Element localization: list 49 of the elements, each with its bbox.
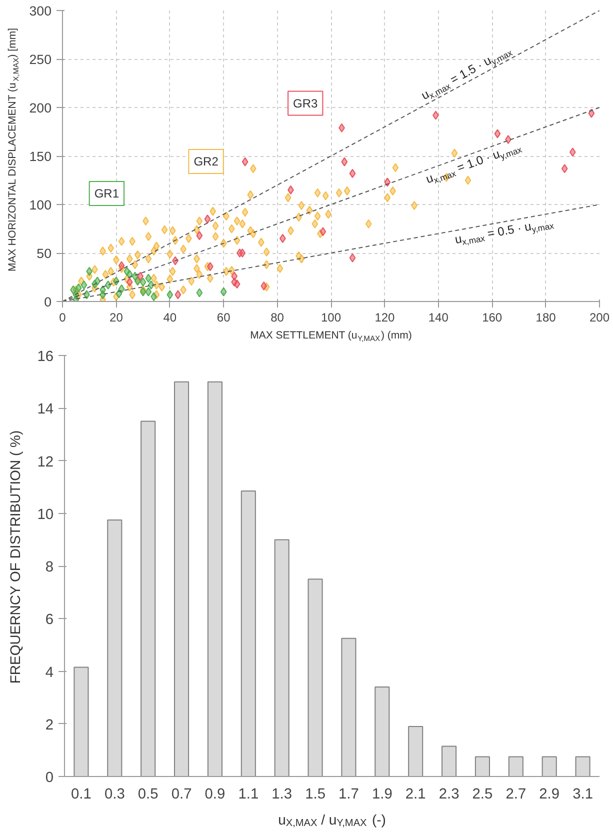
x-tick-label: 1.9 xyxy=(372,786,392,802)
y-tick-label: 0 xyxy=(44,294,52,310)
x-tick-label: 0.9 xyxy=(204,786,226,802)
x-tick-label: 0.5 xyxy=(138,786,158,802)
text: GR1 xyxy=(94,186,120,200)
x-tick-label: 1.3 xyxy=(272,786,292,802)
y-tick-label: 6 xyxy=(45,612,54,628)
x-tick-label: 2.3 xyxy=(438,786,460,802)
x-tick-label: 100 xyxy=(320,310,342,324)
y-tick-label: 8 xyxy=(45,560,54,576)
x-tick-label: 2.7 xyxy=(506,786,526,802)
y-tick-label: 250 xyxy=(29,52,52,67)
y-tick-label: 200 xyxy=(29,100,52,116)
y-tick-label: 50 xyxy=(36,246,52,261)
y-tick-label: 150 xyxy=(29,149,52,164)
y-tick-label: 2 xyxy=(45,717,54,734)
x-tick-label: 2.1 xyxy=(405,786,426,802)
text: GR3 xyxy=(293,96,318,110)
x-tick-label: 2.5 xyxy=(472,786,493,802)
text: GR2 xyxy=(194,154,219,168)
x-tick-label: 40 xyxy=(163,310,177,324)
y-tick-label: 16 xyxy=(37,349,54,365)
x-tick-label: 1.7 xyxy=(338,786,359,802)
x-tick-label: 80 xyxy=(270,310,284,324)
y-tick-label: 14 xyxy=(37,402,54,418)
x-tick-label: 60 xyxy=(216,310,231,324)
y-tick-label: 4 xyxy=(45,664,54,681)
x-tick-label: 20 xyxy=(110,310,124,324)
x-tick-label: 1.5 xyxy=(305,786,326,802)
y-tick-label: 100 xyxy=(29,198,52,212)
text: ux,max = 0.5 · uy,max xyxy=(454,219,556,248)
x-tick-label: 0.1 xyxy=(71,786,92,802)
y-tick-label: 300 xyxy=(29,4,52,18)
y-axis-title: FREQUERNCY OF DISTRIBUTION ( %) xyxy=(6,430,23,684)
x-tick-label: 0.3 xyxy=(104,786,125,802)
y-tick-label: 0 xyxy=(45,770,54,786)
x-tick-label: 180 xyxy=(536,310,556,324)
x-tick-label: 1.1 xyxy=(238,786,259,802)
x-tick-label: 3.1 xyxy=(572,786,593,802)
text: ux,max = 1.0 · uy,max xyxy=(424,144,524,186)
x-tick-label: 0 xyxy=(59,310,66,324)
y-tick-label: 10 xyxy=(37,506,54,523)
x-tick-label: 2.9 xyxy=(539,786,560,802)
x-tick-label: 140 xyxy=(428,310,449,324)
x-tick-label: 160 xyxy=(482,310,502,324)
x-tick-label: 200 xyxy=(589,310,610,324)
x-tick-label: 120 xyxy=(374,310,396,324)
x-tick-label: 0.7 xyxy=(171,786,192,802)
y-tick-label: 12 xyxy=(37,454,54,470)
